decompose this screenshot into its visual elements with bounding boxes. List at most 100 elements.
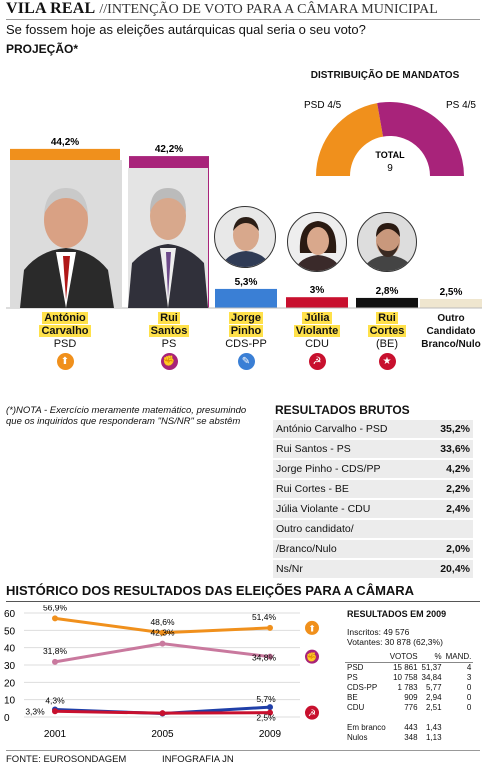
method-note: (*)NOTA - Exercício meramente matemático… — [6, 405, 247, 427]
history-line-chart: 60 50 40 30 20 10 0 2001 2005 2009 56,9% 48,6% 51,4%… — [4, 605, 319, 740]
table-cell: 0 — [466, 692, 472, 702]
table-cell: 443 — [404, 722, 418, 732]
data-label: 51,4% — [252, 612, 277, 622]
raw-results-title: RESULTADOS BRUTOS — [275, 403, 410, 417]
table-cell: 348 — [404, 732, 418, 742]
row-value: 2,4% — [426, 499, 473, 520]
table-row: PS 10 758 34,84 3 — [345, 672, 473, 682]
row-label: Júlia Violante - CDU — [273, 499, 427, 520]
psd-logo-icon: ⬆ — [56, 353, 74, 370]
candidate-label-4: Rui Cortes (BE) ★ — [347, 312, 427, 370]
photo-rui-cortes — [357, 212, 417, 272]
mandate-slice-psd — [316, 103, 384, 176]
results-2009-title: RESULTADOS EM 2009 — [347, 609, 447, 619]
candidate-name-line3: Branco/Nulo — [421, 339, 481, 350]
table-cell: 0 — [466, 702, 472, 712]
table-cell: 3 — [466, 672, 472, 682]
table-cell — [444, 722, 474, 732]
table-cell: 15 861 — [393, 662, 418, 672]
table-cell: 34,84 — [421, 672, 442, 682]
data-label: 34,8% — [252, 653, 277, 663]
data-label: 31,8% — [43, 646, 68, 656]
table-cell: Nulos — [347, 732, 368, 742]
psd-logo-icon — [305, 620, 319, 635]
table-cell: 1,43 — [426, 722, 442, 732]
mandates-title: DISTRIBUIÇÃO DE MANDATOS — [310, 70, 460, 81]
table-cell — [444, 732, 474, 742]
candidate-name-line2: Cortes — [367, 325, 407, 337]
table-header-row: VOTOS% MAND. — [345, 652, 474, 662]
row-value: 35,2% — [426, 420, 473, 440]
bar-value-label-2: 5,3% — [235, 277, 258, 288]
y-tick-label: 20 — [4, 678, 16, 689]
candidate-name-line1: Júlia — [302, 312, 332, 324]
ps-logo-glyph: ✊ — [306, 652, 317, 663]
row-value: 4,2% — [426, 459, 473, 480]
candidate-name-line1: Outro — [437, 313, 465, 324]
table-cell — [420, 712, 444, 722]
table-row: /Branco/Nulo 2,0% — [273, 539, 473, 560]
row-value — [426, 519, 473, 540]
table-cell: 909 — [404, 692, 418, 702]
party-label: CDS-PP — [225, 338, 267, 350]
poll-question: Se fossem hoje as eleições autárquicas q… — [6, 22, 366, 37]
table-cell: MAND. — [445, 652, 472, 662]
credit-label: INFOGRAFIA JN — [162, 754, 234, 765]
row-label: António Carvalho - PSD — [273, 420, 427, 440]
data-label: 48,6% — [150, 617, 175, 627]
party-label: CDU — [305, 338, 329, 350]
ps-logo-icon: ✊ — [160, 353, 178, 370]
bar-2 — [215, 288, 277, 308]
mandate-label-psd: PSD 4/5 — [304, 100, 342, 111]
table-row: António Carvalho - PSD 35,2% — [273, 420, 473, 440]
bar-value-label-5: 2,5% — [440, 287, 463, 298]
bar-3 — [286, 297, 348, 308]
data-point — [52, 658, 58, 665]
table-cell: 4 — [466, 662, 472, 672]
photo-jorge-pinho — [214, 206, 276, 268]
y-tick-label: 60 — [4, 609, 16, 620]
x-tick-label: 2009 — [259, 729, 282, 740]
table-cell — [388, 712, 420, 722]
bar-5 — [420, 299, 482, 308]
table-cell: 10 758 — [393, 672, 418, 682]
projection-label: PROJEÇÃO* — [6, 42, 79, 56]
psd-logo-glyph: ⬆ — [308, 624, 316, 634]
candidate-label-5: Outro Candidato Branco/Nulo — [411, 312, 485, 351]
row-value: 2,2% — [426, 479, 473, 500]
row-label: Outro candidato/ — [273, 519, 427, 540]
row-label: Jorge Pinho - CDS/PP — [273, 459, 427, 480]
data-point — [159, 629, 166, 636]
table-row: Nulos 348 1,13 — [345, 732, 473, 742]
table-row: Em branco 443 1,43 — [345, 722, 473, 732]
y-tick-label: 40 — [4, 644, 16, 655]
cds-logo-icon: ✎ — [237, 353, 255, 370]
row-value: 33,6% — [426, 439, 473, 460]
mandates-semicircle-chart: PSD 4/5 PS 4/5 TOTAL 9 — [304, 100, 476, 176]
table-cell: CDU — [347, 702, 365, 712]
photo-julia-violante — [287, 212, 347, 272]
table-cell: PS — [347, 672, 358, 682]
row-label: /Branco/Nulo — [273, 539, 427, 560]
table-cell: 1,13 — [426, 732, 442, 742]
data-point — [159, 640, 166, 647]
mandate-total-label: TOTAL — [375, 150, 405, 160]
bar-value-label-4: 2,8% — [376, 286, 399, 297]
mandate-label-ps: PS 4/5 — [446, 100, 476, 111]
candidate-name-line2: Candidato — [426, 326, 476, 337]
data-point — [159, 710, 166, 717]
registered-voters: Inscritos: 49 576 — [347, 627, 410, 637]
voters-count: Votantes: 30 878 (62,3%) — [347, 637, 443, 647]
table-cell: 51,37 — [421, 662, 442, 672]
ps-logo-icon — [305, 649, 319, 664]
row-label: Rui Santos - PS — [273, 439, 427, 460]
table-cell: BE — [347, 692, 358, 702]
table-row: BE 909 2,94 0 — [345, 692, 473, 702]
header-divider — [6, 19, 480, 20]
photo-antonio-carvalho — [10, 160, 122, 308]
table-cell: % — [434, 652, 442, 662]
history-title: HISTÓRICO DOS RESULTADOS DAS ELEIÇÕES PA… — [6, 583, 415, 598]
table-row: Rui Santos - PS 33,6% — [273, 439, 473, 460]
candidate-label-1: Rui Santos PS ✊ — [129, 312, 209, 370]
candidate-name-line2: Santos — [148, 325, 190, 337]
